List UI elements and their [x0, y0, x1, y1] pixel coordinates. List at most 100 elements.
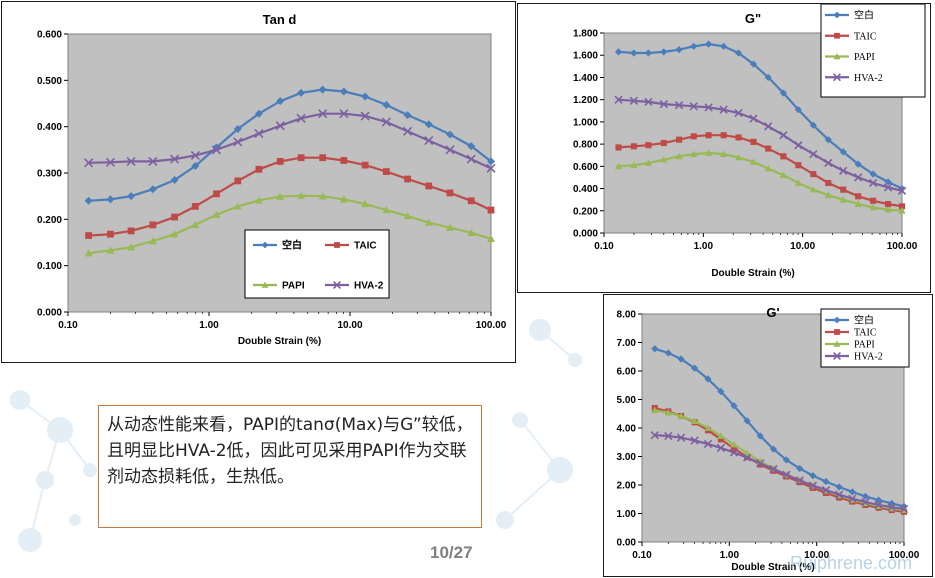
chart1-y-tick-label: 0.100: [37, 261, 62, 272]
tan-d-chart: Tan d 0.000 0.100 0.200 0.300 0.400 0.500 0.600…: [37, 12, 507, 347]
chart3-legend-swatch-marker: [833, 340, 841, 347]
chart1-series-空白: [84, 85, 495, 205]
chart1-point-PAPI: [487, 234, 495, 242]
chart2-point-TAIC: [795, 162, 802, 169]
chart1-point-TAIC: [191, 202, 199, 210]
chart1-point-空白: [170, 175, 179, 184]
chart3-point-HVA-2: [887, 503, 896, 512]
chart1-point-空白: [446, 130, 455, 139]
chart1-legend-item: PAPI: [253, 281, 305, 292]
chart1-legend-item: HVA-2: [325, 281, 384, 292]
chart2-y-tick-label: 0.400: [573, 184, 598, 195]
chart2-legend-label: HVA-2: [854, 73, 883, 84]
chart2-point-HVA-2: [614, 95, 623, 104]
chart3-legend-label: 空白: [854, 314, 874, 327]
chart2-point-TAIC: [765, 145, 772, 152]
chart2-x-tick-label: 10.00: [790, 241, 815, 252]
chart2-point-PAPI: [644, 159, 653, 166]
chart2-y-tick-label: 1.400: [573, 73, 598, 84]
chart1-point-空白: [127, 192, 136, 201]
chart2-point-PAPI: [854, 200, 862, 207]
chart3-point-HVA-2: [835, 490, 844, 499]
chart1-point-TAIC: [234, 177, 242, 185]
chart1-point-HVA-2: [126, 156, 136, 166]
chart1-point-PAPI: [424, 218, 433, 226]
chart3-point-PAPI: [743, 449, 751, 456]
chart2-y-tick-label: 0.600: [573, 162, 598, 173]
chart1-point-TAIC: [149, 221, 157, 229]
page-number: 10/27: [430, 543, 473, 562]
chart2-point-HVA-2: [749, 114, 758, 123]
chart3-y-tick-label: 0.00: [617, 538, 637, 549]
chart1-point-TAIC: [171, 213, 178, 221]
chart1-point-HVA-2: [381, 117, 391, 127]
chart2-point-HVA-2: [883, 183, 893, 192]
chart3-point-HVA-2: [756, 459, 765, 468]
chart2-point-空白: [630, 49, 638, 57]
chart3-point-PAPI: [664, 409, 672, 416]
chart1-point-空白: [254, 109, 263, 118]
chart2-legend-item: PAPI: [825, 52, 875, 63]
chart1-legend-swatch-marker: [261, 241, 269, 249]
chart2-point-PAPI: [794, 179, 802, 186]
chart3-legend-swatch-marker: [833, 352, 841, 360]
chart2-point-空白: [660, 48, 668, 56]
chart2-y-tick-label: 1.200: [573, 95, 598, 106]
chart3-y-tick-label: 4.00: [617, 424, 637, 435]
chart2-point-HVA-2: [764, 122, 773, 131]
chart3-x-tick-label: 1.00: [720, 550, 740, 561]
chart2-point-HVA-2: [839, 166, 848, 175]
chart3-x-tick-label: 100.00: [889, 550, 920, 561]
chart3-title: G': [766, 305, 779, 320]
watermark: Ruiphrene.com: [790, 553, 913, 573]
chart2-point-TAIC: [660, 139, 667, 147]
chart3-y-tick-label: 2.00: [617, 481, 637, 492]
chart3-legend-swatch-marker: [833, 316, 841, 324]
chart3-legend-item: PAPI: [825, 340, 875, 351]
chart2-y-tick-label: 0.200: [573, 206, 598, 217]
chart3-point-HVA-2: [795, 476, 804, 485]
chart3-point-PAPI: [690, 417, 699, 425]
chart2-point-空白: [614, 48, 623, 56]
chart1-line-PAPI: [88, 194, 492, 255]
chart2-point-HVA-2: [674, 101, 684, 110]
chart2-point-TAIC: [615, 144, 622, 151]
chart1-point-PAPI: [233, 202, 242, 210]
chart2-point-PAPI: [675, 152, 683, 160]
chart2-point-HVA-2: [824, 158, 833, 168]
chart1-legend-label: TAIC: [354, 241, 377, 252]
chart1-point-TAIC: [276, 158, 284, 165]
chart2-x-tick-label: 0.10: [594, 241, 614, 252]
chart1-y-tick-label: 0.300: [37, 169, 62, 180]
chart1-point-TAIC: [404, 175, 411, 183]
chart1-legend: 空白 TAIC PAPI HVA-2: [244, 229, 390, 299]
chart1-point-PAPI: [339, 195, 348, 203]
chart2-y-tick-label: 1.000: [573, 117, 598, 128]
chart2-point-HVA-2: [644, 97, 653, 107]
chart1-point-HVA-2: [148, 156, 158, 166]
chart1-point-空白: [318, 85, 327, 94]
chart1-point-TAIC: [85, 232, 93, 239]
chart1-y-tick-label: 0.600: [37, 30, 62, 41]
chart2-point-空白: [824, 136, 832, 144]
chart1-x-tick-label: 10.00: [337, 320, 362, 331]
g-prime-chart: G' 0.00 1.00 2.00 3.00 4.00 5.00 6.00 7.00 8.00 0.…: [617, 305, 920, 573]
chart1-point-PAPI: [382, 206, 391, 214]
chart2-line-PAPI: [618, 151, 903, 212]
chart1-point-PAPI: [467, 228, 476, 236]
chart2-point-PAPI: [839, 196, 847, 203]
chart2-point-HVA-2: [689, 102, 698, 111]
chart2-point-TAIC: [825, 179, 832, 187]
chart3-series-HVA-2: [650, 430, 909, 514]
chart3-point-HVA-2: [808, 481, 818, 490]
chart2-point-空白: [854, 160, 862, 168]
chart1-point-HVA-2: [190, 150, 200, 160]
chart3-point-HVA-2: [861, 497, 870, 507]
chart2-point-TAIC: [630, 143, 637, 150]
chart1-legend-swatch-marker: [334, 242, 340, 248]
chart3-legend-item: HVA-2: [825, 352, 883, 363]
chart2-point-PAPI: [764, 164, 772, 172]
chart3-point-PAPI: [730, 440, 738, 448]
chart1-y-tick-label: 0.500: [37, 76, 62, 87]
